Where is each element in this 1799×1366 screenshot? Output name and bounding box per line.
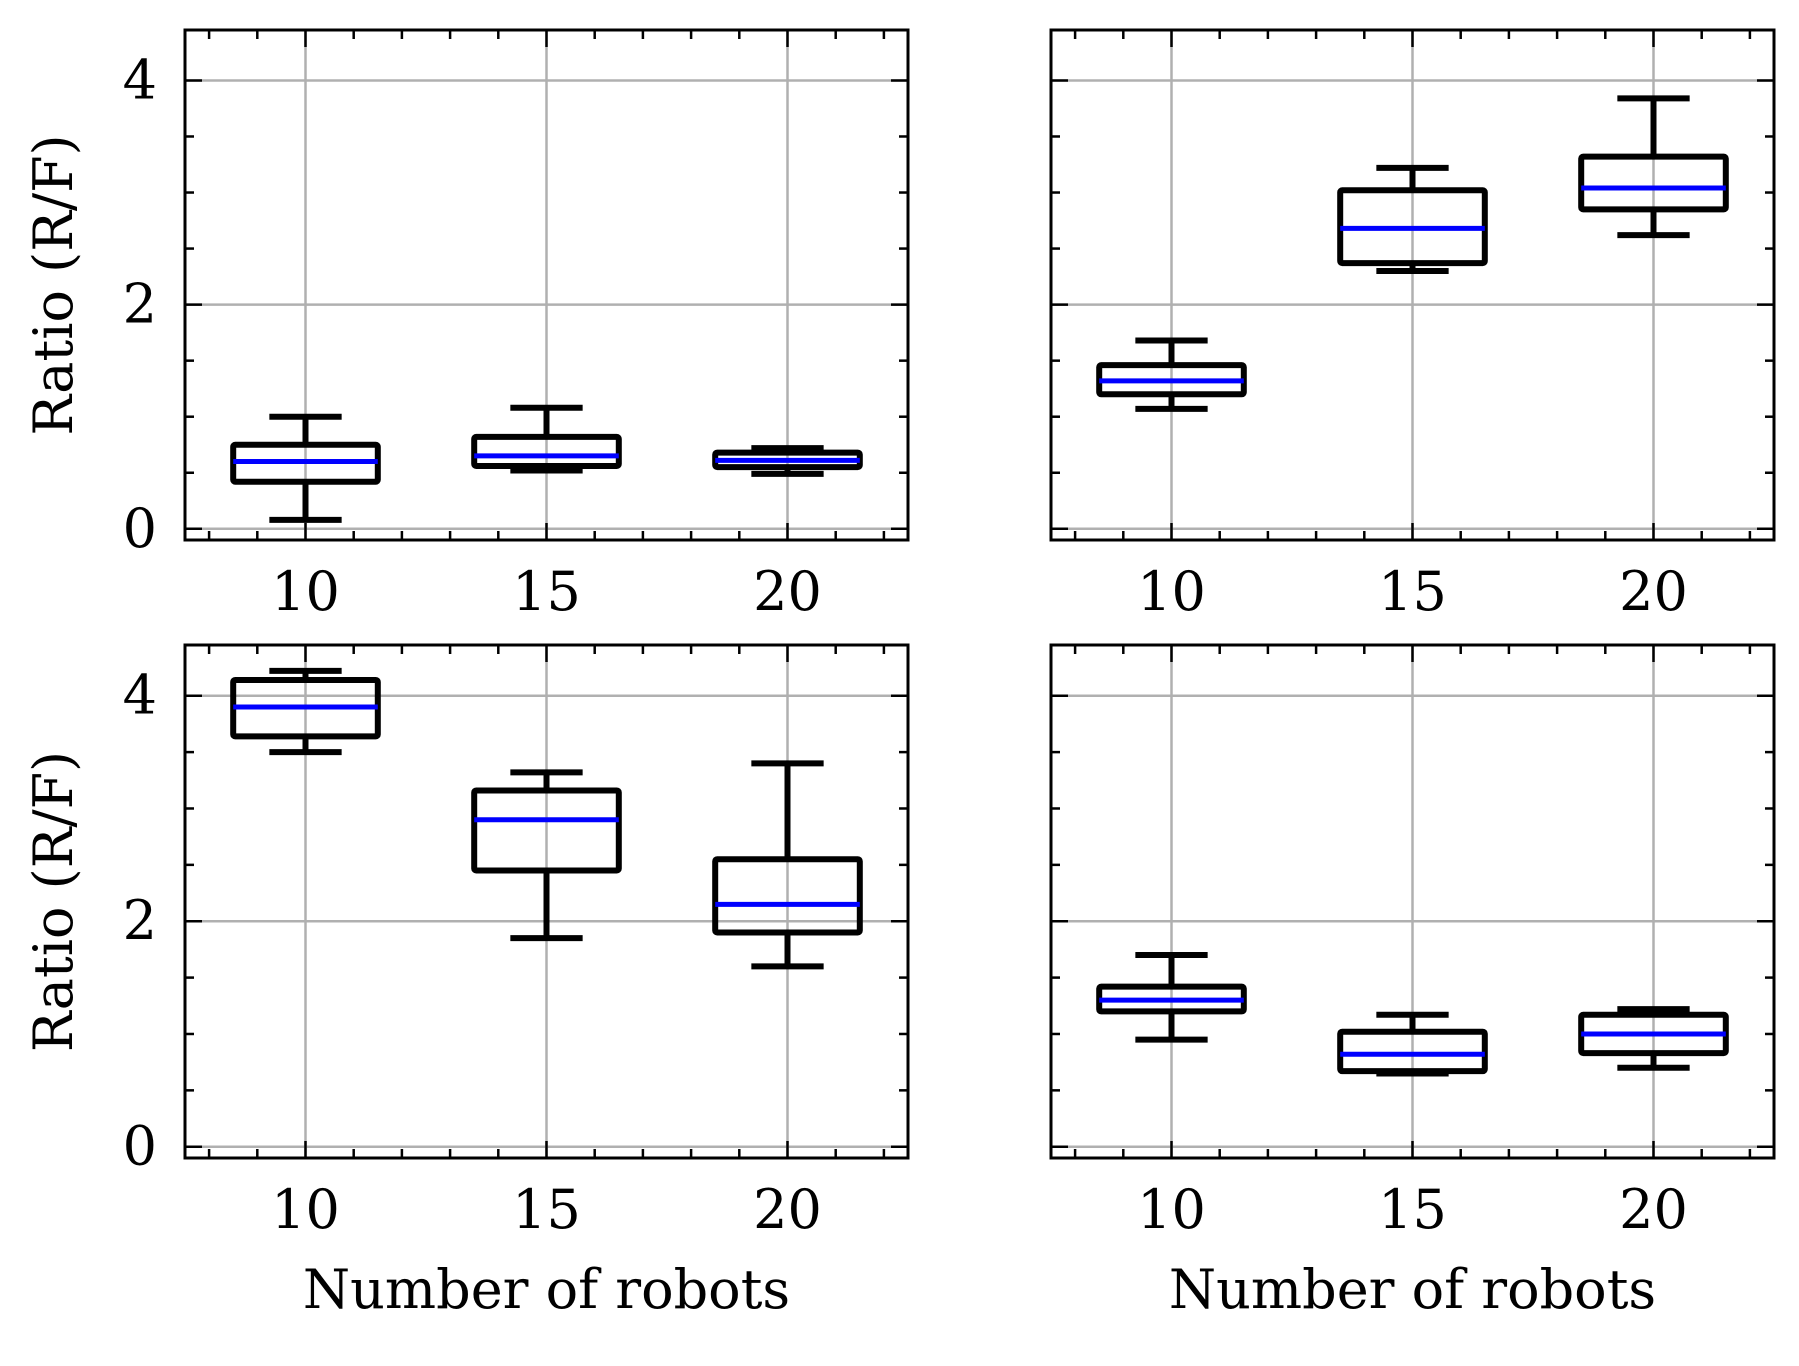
y-tick-label: 4 [123, 48, 157, 111]
box-body [712, 856, 863, 936]
box-10 [1096, 337, 1247, 412]
y-tick-label: 4 [123, 664, 157, 727]
x-tick-label: 10 [1137, 1178, 1206, 1241]
axes-frame [183, 643, 910, 1160]
y-tick-label: 2 [123, 273, 157, 336]
box-10 [230, 667, 381, 756]
x-tick-label: 20 [753, 1178, 822, 1241]
y-axis-label: Ratio (R/F) [22, 751, 85, 1052]
subplot-2: 10 15 20 [1049, 28, 1776, 623]
axes-frame [1049, 643, 1776, 1160]
x-tick-label: 20 [753, 560, 822, 623]
subplot-3: 10 15 20 0 2 4 Ratio (R/F) Number of robots [22, 643, 910, 1321]
x-tick-label: 10 [271, 560, 340, 623]
box-20 [712, 760, 863, 970]
box-10 [230, 413, 381, 523]
y-tick-label: 0 [123, 1115, 157, 1178]
box-body [471, 433, 622, 470]
x-axis-label: Number of robots [303, 1258, 790, 1321]
box-10 [1096, 952, 1247, 1043]
box-body [1578, 153, 1729, 213]
box-body [471, 787, 622, 874]
x-tick-label: 15 [512, 560, 581, 623]
x-tick-label: 10 [271, 1178, 340, 1241]
x-tick-label: 15 [1378, 560, 1447, 623]
x-tick-label: 20 [1619, 560, 1688, 623]
box-15 [1337, 1011, 1488, 1077]
x-tick-label: 15 [1378, 1178, 1447, 1241]
box-body [1337, 1028, 1488, 1075]
subplot-1: 10 15 20 0 2 4 Ratio (R/F) [22, 28, 910, 623]
subplot-4: 10 15 20 Number of robots [1049, 643, 1776, 1321]
y-tick-label: 0 [123, 497, 157, 560]
box-15 [471, 404, 622, 474]
y-tick-label: 2 [123, 889, 157, 952]
x-tick-label: 15 [512, 1178, 581, 1241]
x-tick-label: 20 [1619, 1178, 1688, 1241]
box-20 [712, 445, 863, 477]
box-15 [1337, 164, 1488, 274]
box-20 [1578, 1006, 1729, 1071]
box-20 [1578, 95, 1729, 239]
y-axis-label: Ratio (R/F) [22, 134, 85, 435]
x-axis-label: Number of robots [1169, 1258, 1656, 1321]
box-15 [471, 769, 622, 942]
x-tick-label: 10 [1137, 560, 1206, 623]
axes-frame [183, 28, 910, 542]
axes-frame [1049, 28, 1776, 542]
